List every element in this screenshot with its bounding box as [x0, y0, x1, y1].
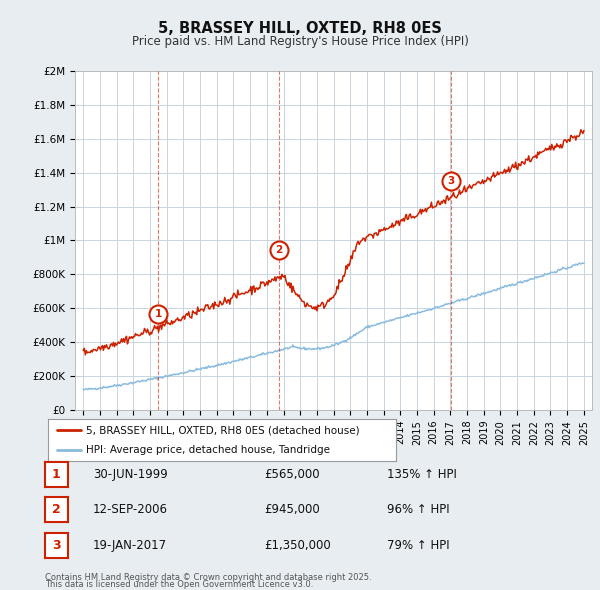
Text: 2: 2: [52, 503, 61, 516]
Text: 3: 3: [448, 176, 455, 186]
Text: Contains HM Land Registry data © Crown copyright and database right 2025.: Contains HM Land Registry data © Crown c…: [45, 572, 371, 582]
Text: 1: 1: [155, 309, 162, 319]
Text: £1,350,000: £1,350,000: [264, 539, 331, 552]
Text: 2: 2: [275, 245, 283, 255]
Text: This data is licensed under the Open Government Licence v3.0.: This data is licensed under the Open Gov…: [45, 579, 313, 589]
Text: Price paid vs. HM Land Registry's House Price Index (HPI): Price paid vs. HM Land Registry's House …: [131, 35, 469, 48]
Text: £945,000: £945,000: [264, 503, 320, 516]
Text: 79% ↑ HPI: 79% ↑ HPI: [387, 539, 449, 552]
Text: £565,000: £565,000: [264, 468, 320, 481]
Text: HPI: Average price, detached house, Tandridge: HPI: Average price, detached house, Tand…: [86, 445, 330, 455]
Text: 1: 1: [52, 468, 61, 481]
Text: 30-JUN-1999: 30-JUN-1999: [93, 468, 168, 481]
Text: 3: 3: [52, 539, 61, 552]
Text: 96% ↑ HPI: 96% ↑ HPI: [387, 503, 449, 516]
Text: 12-SEP-2006: 12-SEP-2006: [93, 503, 168, 516]
Text: 135% ↑ HPI: 135% ↑ HPI: [387, 468, 457, 481]
Text: 19-JAN-2017: 19-JAN-2017: [93, 539, 167, 552]
Text: 5, BRASSEY HILL, OXTED, RH8 0ES (detached house): 5, BRASSEY HILL, OXTED, RH8 0ES (detache…: [86, 425, 360, 435]
Text: 5, BRASSEY HILL, OXTED, RH8 0ES: 5, BRASSEY HILL, OXTED, RH8 0ES: [158, 21, 442, 36]
